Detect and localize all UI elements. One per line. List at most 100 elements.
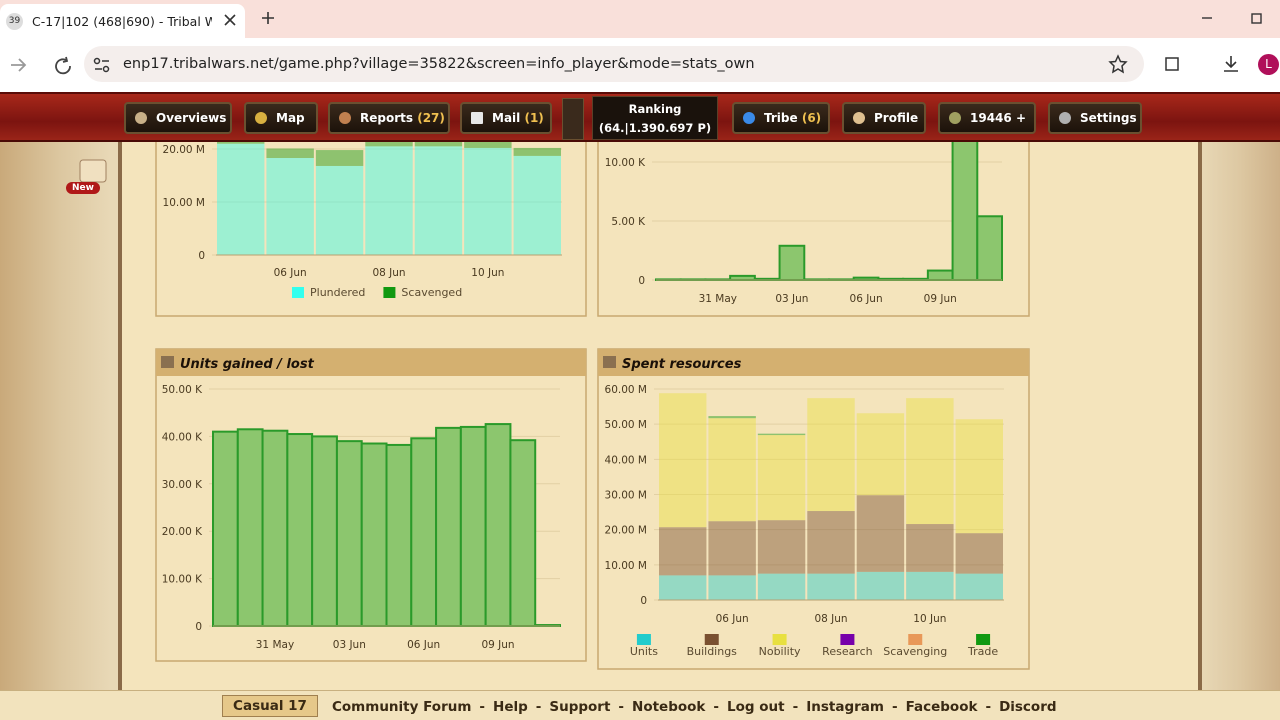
menu-reports[interactable]: Reports (27)	[328, 102, 450, 134]
nav-buttons[interactable]	[8, 54, 88, 76]
y-tick-label: 30.00 K	[162, 479, 203, 491]
bar-segment	[659, 393, 707, 528]
tab[interactable]: 39 C-17|102 (468|690) - Tribal Wars	[0, 4, 245, 38]
footer-link[interactable]: Help	[493, 699, 528, 715]
bar	[335, 440, 363, 628]
footer: Casual 17 Community Forum - Help - Support - N…	[0, 690, 1280, 720]
bar	[509, 439, 537, 627]
x-tick-label: 09 Jun	[481, 639, 514, 651]
y-tick-label: 20.00 M	[163, 144, 205, 156]
bar-segment	[856, 571, 905, 600]
bar-segment	[315, 165, 364, 255]
y-tick-label: 0	[195, 621, 202, 633]
x-tick-label: 08 Jun	[372, 267, 405, 279]
bar-segment	[906, 398, 954, 525]
bar-segment	[659, 527, 707, 576]
x-tick-label: 10 Jun	[913, 613, 946, 625]
new-tab[interactable]	[262, 12, 274, 24]
game-menu: Overviews Map Reports (27) Mail (1) Rank…	[0, 92, 1280, 142]
bar-segment	[464, 142, 512, 148]
menu-tribe[interactable]: Tribe (6)	[732, 102, 830, 134]
menu-overviews[interactable]: Overviews	[124, 102, 232, 134]
bar-segment	[757, 433, 806, 436]
y-tick-label: 50.00 K	[162, 384, 203, 396]
bar-segment	[807, 573, 855, 600]
label: Overviews	[156, 111, 227, 125]
bar	[236, 428, 264, 628]
legend-label: Trade	[967, 645, 998, 658]
bar-segment	[708, 416, 756, 419]
tab-close[interactable]	[224, 14, 236, 26]
chart-title: Units gained / lost	[180, 357, 315, 372]
legend-swatch	[976, 634, 991, 645]
legend-swatch	[636, 634, 651, 645]
url-box[interactable]	[84, 46, 1144, 82]
legend-swatch	[383, 287, 396, 298]
bar-segment	[708, 521, 756, 576]
ranking-title: Ranking	[628, 102, 682, 116]
menu-settings[interactable]: Settings	[1048, 102, 1142, 134]
y-tick-label: 0	[638, 275, 645, 287]
separator: -	[891, 699, 898, 715]
menu-profile[interactable]: Profile	[842, 102, 926, 134]
separator: -	[713, 699, 720, 715]
separator: -	[479, 699, 486, 715]
bar-segment	[708, 575, 756, 600]
bar	[459, 425, 487, 628]
label: Mail	[492, 111, 521, 125]
window-controls[interactable]	[1200, 12, 1270, 26]
x-tick-label: 09 Jun	[924, 293, 957, 305]
bar-segment	[856, 495, 905, 572]
ranking[interactable]: Ranking (64.|1.390.697 P)	[592, 96, 718, 140]
url: enp17.tribalwars.net/game.php?village=35…	[123, 56, 755, 72]
bar-segment	[217, 143, 265, 255]
y-tick-label: 20.00 K	[162, 526, 203, 538]
site-info[interactable]	[93, 56, 111, 74]
bar-segment	[955, 419, 1003, 534]
profile-avatar[interactable]: L	[1258, 54, 1279, 75]
footer-link[interactable]: Instagram	[806, 699, 884, 715]
y-tick-label: 10.00 K	[162, 574, 203, 586]
new-badge[interactable]: New	[66, 182, 100, 194]
footer-link[interactable]: Support	[549, 699, 611, 715]
panel-border	[1198, 142, 1202, 690]
x-tick-label: 31 May	[699, 293, 737, 305]
notification-icon[interactable]	[79, 159, 107, 183]
menu-premium[interactable]: 19446 +	[938, 102, 1036, 134]
y-tick-label: 40.00 M	[605, 454, 647, 466]
footer-links: Community Forum - Help - Support - Notebook - Lo…	[332, 699, 1057, 715]
legend-label: Buildings	[687, 645, 738, 658]
y-tick-label: 40.00 K	[162, 431, 203, 443]
bar	[261, 429, 289, 627]
bar	[951, 142, 979, 281]
count: (27)	[417, 111, 445, 125]
footer-link[interactable]: Discord	[999, 699, 1057, 715]
bar-segment	[315, 150, 364, 166]
footer-link[interactable]: Facebook	[905, 699, 978, 715]
address-bar: enp17.tribalwars.net/game.php?village=35…	[0, 38, 1280, 92]
separator: -	[792, 699, 799, 715]
bar-segment	[414, 146, 463, 255]
bar-segment	[906, 571, 954, 600]
footer-link[interactable]: Community Forum	[332, 699, 472, 715]
bar	[435, 426, 462, 628]
bar-segment	[906, 524, 954, 572]
chart-panel	[155, 142, 587, 317]
bar	[976, 215, 1003, 281]
menu-map[interactable]: Map	[244, 102, 318, 134]
ranking-value: (64.|1.390.697 P)	[598, 121, 712, 135]
bar	[926, 269, 954, 281]
chart-title: Spent resources	[622, 357, 742, 372]
toolbar-icons[interactable]	[1108, 54, 1244, 74]
bar-segment	[955, 573, 1003, 600]
menu-mail[interactable]: Mail (1)	[460, 102, 552, 134]
footer-link[interactable]: Log out	[727, 699, 785, 715]
y-tick-label: 10.00 M	[163, 197, 205, 209]
bar-segment	[757, 573, 806, 600]
legend-label: Plundered	[310, 286, 365, 299]
footer-link[interactable]: Notebook	[632, 699, 706, 715]
quick-icons[interactable]	[562, 98, 584, 140]
x-tick-label: 03 Jun	[333, 639, 366, 651]
bar-segment	[856, 413, 905, 496]
